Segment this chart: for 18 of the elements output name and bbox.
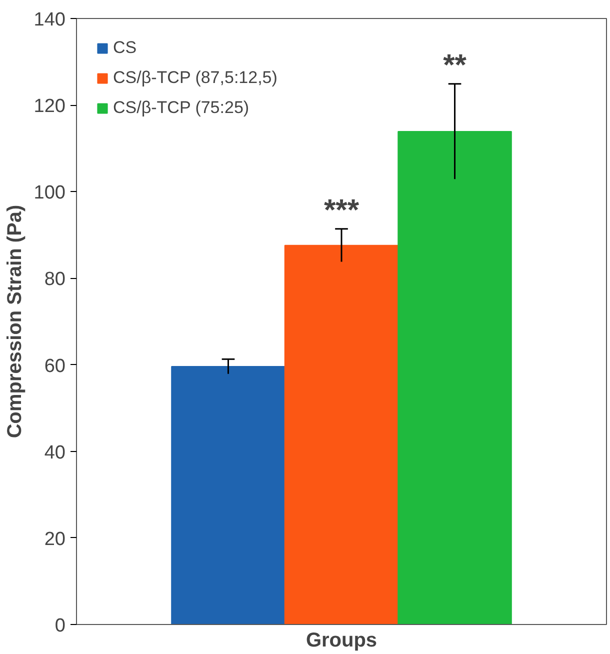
legend-label: CS: [113, 38, 137, 58]
y-tick-label: 80: [44, 269, 66, 290]
annotation: ***: [324, 194, 360, 227]
x-axis-title: Groups: [306, 630, 378, 652]
bar: [398, 130, 512, 624]
y-tick-label: 20: [44, 528, 66, 550]
y-axis-title: Compression Strain (Pa): [4, 204, 26, 438]
y-tick-label: 140: [34, 10, 66, 30]
y-tick-label: 100: [34, 182, 66, 204]
legend-label: CS/β-TCP (87,5:12,5): [113, 68, 278, 88]
bar: [171, 366, 286, 624]
y-tick-label: 0: [54, 616, 66, 636]
annotation: **: [443, 48, 467, 82]
bar: [284, 244, 399, 624]
legend-label: CS/β-TCP (75:25): [113, 98, 250, 118]
y-tick-label: 120: [34, 96, 66, 118]
y-tick-label: 60: [44, 356, 66, 377]
y-tick-label: 40: [44, 442, 66, 464]
